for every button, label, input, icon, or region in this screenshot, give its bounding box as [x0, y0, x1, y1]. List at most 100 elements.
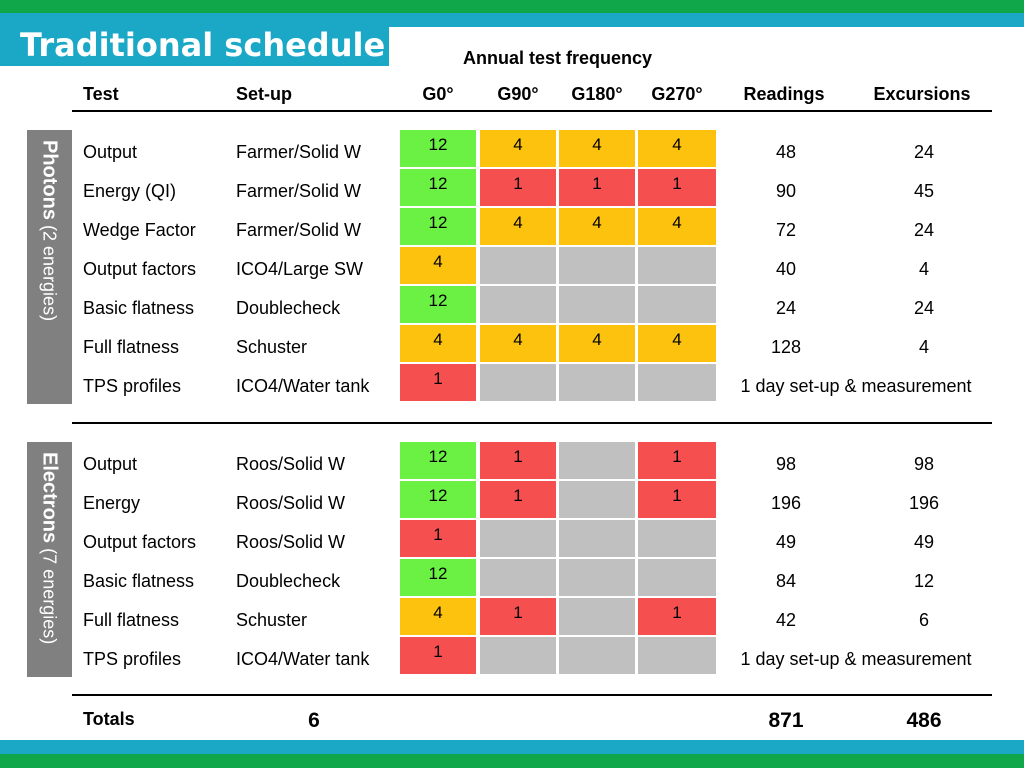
- frequency-cell: [638, 286, 716, 323]
- frequency-cell: [559, 598, 635, 635]
- totals-rule: [72, 694, 992, 696]
- setup-name: Schuster: [236, 337, 308, 357]
- totals-label: Totals: [83, 709, 135, 729]
- frequency-cell: 1: [400, 364, 476, 401]
- excursions-value: 98: [913, 454, 935, 474]
- top-teal-band: [0, 13, 1024, 27]
- section-rule: [72, 422, 992, 424]
- frequency-cell: [559, 364, 635, 401]
- frequency-cell: 4: [480, 130, 556, 167]
- readings-value: 84: [775, 571, 797, 591]
- frequency-cell: [480, 637, 556, 674]
- readings-value: 196: [770, 493, 802, 513]
- test-name: Wedge Factor: [83, 220, 196, 240]
- frequency-cell: [638, 559, 716, 596]
- test-name: Full flatness: [83, 337, 180, 357]
- bottom-teal-band: [0, 740, 1024, 754]
- frequency-cell: 1: [638, 598, 716, 635]
- frequency-cell: [559, 442, 635, 479]
- readings-value: 42: [775, 610, 797, 630]
- test-name: Output factors: [83, 532, 197, 552]
- frequency-cell: 4: [638, 130, 716, 167]
- setup-name: Doublecheck: [236, 298, 341, 318]
- frequency-cell: 1: [638, 481, 716, 518]
- setup-name: Schuster: [236, 610, 308, 630]
- frequency-cell: 1: [480, 598, 556, 635]
- bottom-green-band: [0, 754, 1024, 768]
- frequency-cell: 1: [480, 481, 556, 518]
- readings-value: 48: [775, 142, 797, 162]
- excursions-value: 196: [908, 493, 940, 513]
- frequency-cell: [480, 559, 556, 596]
- frequency-cell: 4: [400, 325, 476, 362]
- test-name: Output factors: [83, 259, 197, 279]
- test-name: TPS profiles: [83, 376, 182, 396]
- frequency-cell: 4: [559, 208, 635, 245]
- frequency-cell: 1: [638, 442, 716, 479]
- excursions-value: 12: [913, 571, 935, 591]
- excursions-value: 4: [918, 259, 929, 279]
- frequency-cell: 12: [400, 442, 476, 479]
- electrons-label-text: Electrons (7 energies): [38, 452, 61, 645]
- frequency-cell: 1: [480, 442, 556, 479]
- setup-name: Farmer/Solid W: [236, 220, 362, 240]
- header-test: Test: [83, 84, 119, 104]
- header-g90: G90°: [497, 84, 539, 104]
- test-name: Energy: [83, 493, 141, 513]
- frequency-cell: 12: [400, 169, 476, 206]
- setup-name: ICO4/Water tank: [236, 649, 370, 669]
- test-name: Output: [83, 454, 138, 474]
- setup-name: ICO4/Large SW: [236, 259, 364, 279]
- totals-tests: 6: [308, 709, 320, 732]
- frequency-cell: 12: [400, 481, 476, 518]
- readings-value: 49: [775, 532, 797, 552]
- frequency-cell: [480, 364, 556, 401]
- photons-label-text: Photons (2 energies): [38, 140, 61, 322]
- header-g180: G180°: [571, 84, 623, 104]
- excursions-value: 4: [918, 337, 929, 357]
- test-name: Full flatness: [83, 610, 180, 630]
- slide-title: Traditional schedule: [0, 27, 389, 66]
- frequency-cell: [559, 481, 635, 518]
- setup-name: Farmer/Solid W: [236, 181, 362, 201]
- readings-value: 90: [775, 181, 797, 201]
- excursions-value: 24: [913, 220, 935, 240]
- excursions-value: 6: [918, 610, 929, 630]
- frequency-cell: [638, 520, 716, 557]
- frequency-header: Annual test frequency: [462, 48, 653, 68]
- readings-value: 40: [775, 259, 797, 279]
- header-rule: [72, 110, 992, 112]
- setup-name: ICO4/Water tank: [236, 376, 370, 396]
- top-green-band: [0, 0, 1024, 13]
- header-g0: G0°: [422, 84, 454, 104]
- setup-name: Farmer/Solid W: [236, 142, 362, 162]
- setup-name: Doublecheck: [236, 571, 341, 591]
- measurement-note: 1 day set-up & measurement: [740, 376, 972, 396]
- frequency-cell: [559, 286, 635, 323]
- frequency-cell: [638, 637, 716, 674]
- photons-side-label: Photons (2 energies): [27, 130, 72, 404]
- totals-readings: 871: [768, 709, 804, 732]
- frequency-cell: [559, 247, 635, 284]
- frequency-cell: 4: [480, 325, 556, 362]
- header-setup: Set-up: [236, 84, 292, 104]
- frequency-cell: [559, 637, 635, 674]
- electrons-side-label: Electrons (7 energies): [27, 442, 72, 677]
- header-excursions: Excursions: [873, 84, 971, 104]
- test-name: Output: [83, 142, 138, 162]
- frequency-cell: 4: [638, 325, 716, 362]
- test-name: Energy (QI): [83, 181, 177, 201]
- excursions-value: 24: [913, 142, 935, 162]
- frequency-cell: [480, 247, 556, 284]
- frequency-cell: 1: [638, 169, 716, 206]
- setup-name: Roos/Solid W: [236, 493, 346, 513]
- frequency-cell: 12: [400, 130, 476, 167]
- frequency-cell: [638, 247, 716, 284]
- frequency-cell: [480, 520, 556, 557]
- test-name: Basic flatness: [83, 571, 195, 591]
- frequency-cell: 1: [559, 169, 635, 206]
- frequency-cell: 4: [559, 325, 635, 362]
- readings-value: 98: [775, 454, 797, 474]
- excursions-value: 45: [913, 181, 935, 201]
- setup-name: Roos/Solid W: [236, 532, 346, 552]
